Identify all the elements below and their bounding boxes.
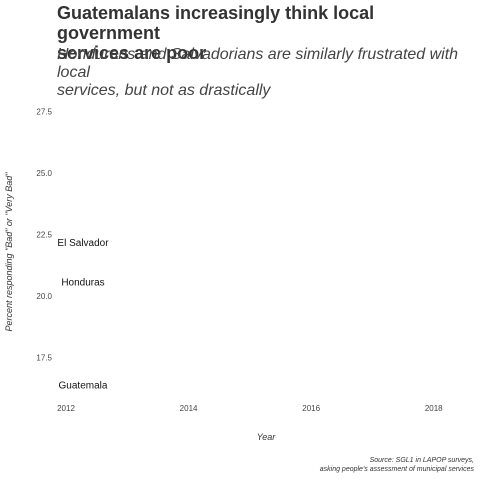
caption-line-2: asking people's assessment of municipal … — [319, 466, 474, 473]
y-axis-label: Percent responding "Bad" or "Very Bad" — [4, 172, 14, 332]
x-axis-label: Year — [256, 432, 276, 442]
series-label-guatemala: Guatemala — [59, 381, 108, 392]
chart-subtitle-line-2: services, but not as drastically — [57, 82, 271, 99]
y-tick-label-1: 20.0 — [36, 292, 52, 301]
y-tick-label-2: 22.5 — [36, 231, 52, 240]
chart-caption: Source: SGL1 in LAPOP surveys, asking pe… — [320, 456, 474, 474]
y-tick-label-3: 25.0 — [36, 169, 52, 178]
x-tick-label-1: 2014 — [180, 404, 198, 413]
chart-title-line-2: services are poor — [57, 43, 207, 63]
chart-subtitle: Hondurans and Salvadorians are similarly… — [57, 46, 480, 100]
chart-title: Guatemalans increasingly think local gov… — [57, 3, 480, 63]
series-label-honduras: Honduras — [61, 277, 104, 288]
chart-subtitle-line-1: Hondurans and Salvadorians are similarly… — [57, 46, 459, 81]
chart-title-line-1: Guatemalans increasingly think local gov… — [57, 3, 375, 43]
x-tick-label-2: 2016 — [302, 404, 320, 413]
series-label-el-salvador: El Salvador — [57, 238, 109, 249]
caption-line-1: Source: SGL1 in LAPOP surveys, — [369, 457, 474, 464]
x-tick-label-3: 2018 — [425, 404, 443, 413]
y-tick-label-4: 27.5 — [36, 108, 52, 117]
x-tick-label-0: 2012 — [57, 404, 75, 413]
y-tick-label-0: 17.5 — [36, 354, 52, 363]
